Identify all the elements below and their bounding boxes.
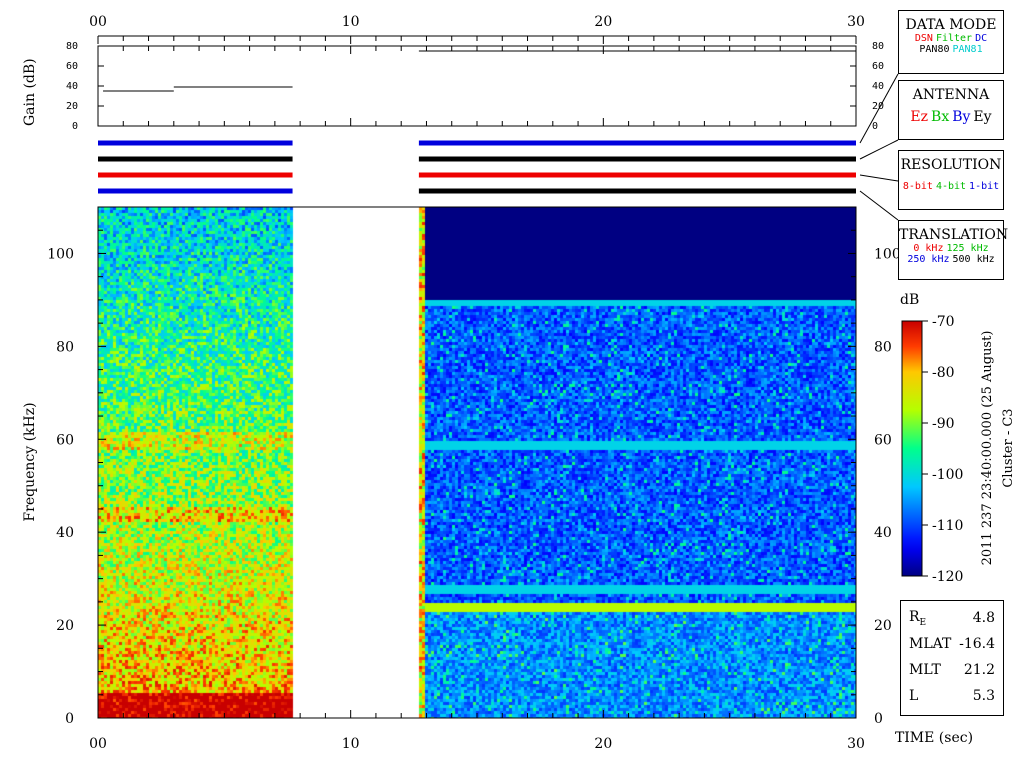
- legend-connector: [859, 174, 899, 182]
- colorbar-tick-label: -90: [932, 416, 955, 432]
- gain-ytick-label: 80: [66, 41, 78, 52]
- gain-ytick-label: 20: [66, 101, 78, 112]
- data-mode-item: Filter: [935, 33, 973, 44]
- translation-row1: 0 kHz 125 kHz: [899, 243, 1003, 254]
- colorbar-tick-label: -100: [932, 467, 963, 483]
- colorbar-tick-label: -70: [932, 314, 955, 330]
- parameter-row: L 5.3: [909, 683, 995, 709]
- spec-ytick-label: 80: [56, 339, 74, 355]
- translation-item: 500 kHz: [952, 254, 995, 265]
- antenna-box: ANTENNA Ez Bx By Ey: [898, 80, 1004, 140]
- spec-ytick-label-right: 0: [874, 711, 883, 727]
- translation-item: 125 kHz: [946, 243, 989, 254]
- parameter-row: MLT 21.2: [909, 657, 995, 683]
- timestamp-label: 2011 237 23:40:00.000 (25 August): [980, 331, 995, 566]
- colorbar-tick-label: -110: [932, 518, 963, 534]
- antenna-item: Ez: [910, 109, 929, 125]
- spec-xtick-label: 10: [342, 736, 360, 752]
- gain-ytick-label-right: 40: [872, 81, 884, 92]
- mode-bars: [98, 140, 856, 194]
- legend-connectors: [859, 73, 899, 221]
- gain-ytick-label: 0: [72, 121, 78, 132]
- top-xtick-label: 30: [847, 14, 865, 30]
- resolution-item: 4-bit: [935, 181, 967, 192]
- spectrogram-image: [98, 207, 856, 718]
- gain-ytick-label-right: 20: [872, 101, 884, 112]
- gain-frame: [97, 45, 857, 127]
- colorbar-tick-label: -80: [932, 365, 955, 381]
- data-mode-item: DC: [975, 33, 988, 44]
- parameter-row: RE 4.8: [909, 605, 995, 631]
- resolution-box: RESOLUTION 8-bit 4-bit 1-bit: [898, 150, 1004, 210]
- antenna-row: Ez Bx By Ey: [899, 109, 1003, 125]
- legend-connector: [859, 190, 899, 221]
- gain-ytick-label: 60: [66, 61, 78, 72]
- y-axis-label: Frequency (kHz): [22, 402, 38, 521]
- parameter-value: 5.3: [972, 688, 995, 704]
- antenna-title: ANTENNA: [912, 87, 990, 103]
- parameter-row: MLAT -16.4: [909, 631, 995, 657]
- parameter-subscript: E: [919, 617, 927, 628]
- parameter-name: L: [909, 688, 919, 704]
- translation-box: TRANSLATION 0 kHz 125 kHz 250 kHz 500 kHz: [898, 220, 1009, 280]
- colorbar-label: dB: [900, 292, 919, 308]
- spec-ytick-label: 60: [56, 432, 74, 448]
- spec-ytick-label-right: 80: [874, 339, 892, 355]
- spec-xtick-label: 30: [847, 736, 865, 752]
- legend-connector: [859, 73, 899, 144]
- legend-connector: [859, 139, 899, 160]
- colorbar: -70 -80 -90 -100 -110 -120 dB 2011 237 23:40:00…: [900, 292, 1016, 585]
- x-axis-label: TIME (sec): [895, 730, 973, 746]
- gain-ytick-label: 40: [66, 81, 78, 92]
- antenna-item: Bx: [931, 109, 950, 125]
- data-mode-item: PAN81: [952, 44, 983, 55]
- translation-item: 0 kHz: [913, 243, 944, 254]
- spec-ytick-label: 40: [56, 525, 74, 541]
- data-mode-title: DATA MODE: [905, 17, 997, 33]
- data-mode-item: PAN80: [919, 44, 950, 55]
- antenna-item: Ey: [973, 109, 992, 125]
- top-xtick-label: 00: [89, 14, 107, 30]
- resolution-item: 1-bit: [969, 181, 1000, 192]
- resolution-row: 8-bit 4-bit 1-bit: [899, 181, 1003, 192]
- translation-title: TRANSLATION: [899, 227, 1009, 243]
- data-mode-box: DATA MODE DSN Filter DC PAN80 PAN81: [898, 10, 1004, 74]
- parameter-value: 4.8: [972, 610, 995, 626]
- parameter-value: 21.2: [963, 662, 995, 678]
- spec-ytick-label-right: 20: [874, 618, 892, 634]
- data-mode-row2: PAN80 PAN81: [899, 44, 1003, 55]
- spec-xtick-label: 00: [89, 736, 107, 752]
- top-xtick-label: 20: [594, 14, 612, 30]
- resolution-item: 8-bit: [902, 181, 933, 192]
- spec-ytick-label-right: 40: [874, 525, 892, 541]
- data-mode-item: DSN: [914, 33, 933, 44]
- gain-ytick-label-right: 0: [872, 121, 878, 132]
- top-xtick-label: 10: [342, 14, 360, 30]
- gain-ytick-label-right: 80: [872, 41, 884, 52]
- resolution-title: RESOLUTION: [900, 157, 1002, 173]
- colorbar-bar: [901, 320, 923, 577]
- antenna-item: By: [952, 109, 971, 125]
- parameter-value: -16.4: [959, 636, 995, 652]
- parameter-name: RE: [909, 608, 927, 628]
- translation-item: 250 kHz: [907, 254, 950, 265]
- parameter-name: MLAT: [909, 636, 952, 652]
- spec-ytick-label: 0: [65, 711, 74, 727]
- parameter-name: MLT: [909, 662, 941, 678]
- spacecraft-label: Cluster - C3: [1001, 408, 1016, 487]
- data-mode-row1: DSN Filter DC: [899, 33, 1003, 44]
- spec-ytick-label-right: 60: [874, 432, 892, 448]
- orbit-parameters: RE 4.8 MLAT -16.4 MLT 21.2 L 5.3: [900, 600, 1004, 716]
- gain-ytick-label-right: 60: [872, 61, 884, 72]
- gain-axis-label: Gain (dB): [22, 58, 38, 126]
- spec-ytick-label: 100: [47, 246, 74, 262]
- spec-ytick-label: 20: [56, 618, 74, 634]
- spec-xtick-label: 20: [594, 736, 612, 752]
- translation-row2: 250 kHz 500 kHz: [899, 254, 1003, 265]
- spec-ytick-label-right: 100: [874, 246, 901, 262]
- colorbar-tick-label: -120: [932, 569, 963, 585]
